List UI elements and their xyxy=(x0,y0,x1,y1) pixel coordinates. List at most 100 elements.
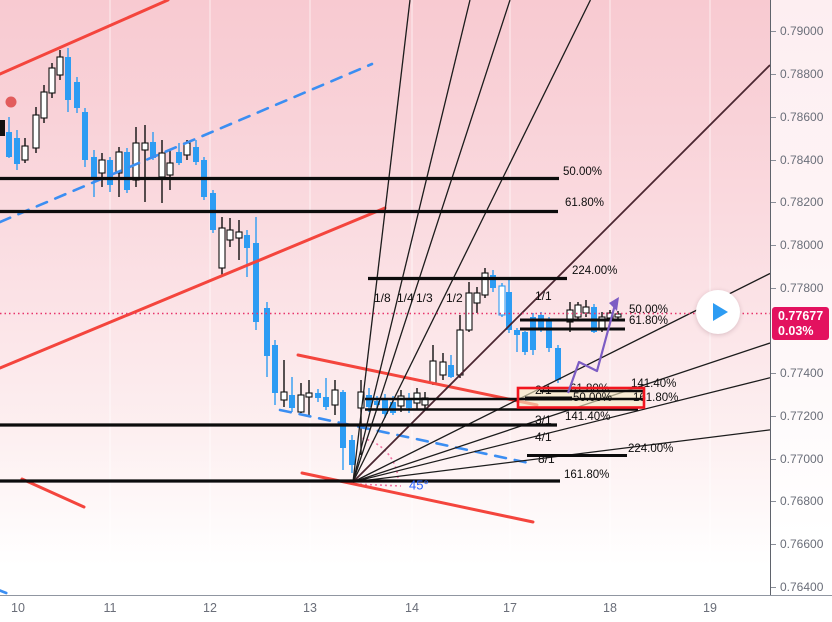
chart-label: 141.40% xyxy=(565,411,610,423)
chart-label: 50.00% xyxy=(573,392,612,404)
channel-lower-red-trendline[interactable] xyxy=(0,206,387,370)
gann-ray-4/1[interactable] xyxy=(352,377,770,483)
price-value: 0.77000 xyxy=(780,452,824,466)
candle-body xyxy=(506,292,512,330)
candle-body xyxy=(166,162,174,176)
chart-label: 224.00% xyxy=(572,265,617,277)
chart-label: 1/3 xyxy=(416,291,433,305)
highlight-box[interactable] xyxy=(516,386,646,409)
time-tick-label: 11 xyxy=(103,601,117,615)
price-value: 0.77400 xyxy=(780,366,824,380)
candle-body xyxy=(158,152,166,178)
tick-mark xyxy=(771,201,776,203)
chart-label: 1/4 xyxy=(397,291,414,305)
price-tick-label: 0.77400 xyxy=(771,365,823,381)
candle-body xyxy=(74,82,80,108)
price-tick-label: 0.77000 xyxy=(771,451,823,467)
price-value: 0.78200 xyxy=(780,195,824,209)
candle-body xyxy=(366,395,372,407)
candle-body xyxy=(141,142,149,151)
projection-arrow[interactable] xyxy=(566,300,618,394)
current-price-value: 0.77677 xyxy=(778,309,824,323)
candle-body xyxy=(289,395,295,408)
candle-body xyxy=(176,152,182,163)
current-price-change: 0.03% xyxy=(778,324,814,338)
price-value: 0.78400 xyxy=(780,153,824,167)
gann-angle-arc xyxy=(360,437,399,479)
replay-play-button[interactable] xyxy=(696,290,740,334)
price-value: 0.77200 xyxy=(780,409,824,423)
tick-mark xyxy=(771,244,776,246)
price-chart-canvas[interactable]: 50.00%61.80%224.00%50.00%61.80%141.40%61… xyxy=(0,0,770,595)
candle-body xyxy=(490,275,496,288)
dashed-blue-upper-trendline[interactable] xyxy=(0,62,374,224)
candle-body xyxy=(305,392,313,398)
tick-mark xyxy=(771,287,776,289)
chart-label: 161.80% xyxy=(564,469,609,481)
candle-body xyxy=(235,231,243,239)
time-tick-label: 10 xyxy=(11,601,25,615)
candle-body xyxy=(65,57,71,100)
candle-body xyxy=(514,330,520,335)
red-dot-marker[interactable] xyxy=(5,96,17,108)
tick-mark xyxy=(771,415,776,417)
candle-body xyxy=(315,393,321,398)
current-price-tag: 0.77677 0.03% xyxy=(772,307,829,340)
tick-mark xyxy=(771,73,776,75)
chart-pane[interactable]: 50.00% 61.80% 224.00% 50.00% 61.80% 141.40% 61… xyxy=(0,0,770,595)
candle-body xyxy=(390,402,396,413)
candle-body xyxy=(530,317,536,350)
wedge-red-trendline[interactable] xyxy=(296,353,539,407)
candle-body xyxy=(0,120,5,136)
projection-arrow-head[interactable] xyxy=(609,297,619,311)
candle-body xyxy=(21,145,29,161)
price-tick-label: 0.79000 xyxy=(771,23,823,39)
tick-mark xyxy=(771,116,776,118)
candle-body xyxy=(546,320,552,348)
dashed-blue-lower-trendline[interactable] xyxy=(278,408,531,465)
gann-ray-1/1[interactable] xyxy=(352,64,770,483)
price-value: 0.77800 xyxy=(780,281,824,295)
price-value: 0.79000 xyxy=(780,24,824,38)
dashed-blue-corner-trendline[interactable] xyxy=(0,589,15,595)
play-icon xyxy=(713,303,728,321)
candle-body xyxy=(397,395,405,407)
chart-label: 61.80% xyxy=(565,197,604,209)
candle-body xyxy=(357,391,365,409)
candle-body xyxy=(297,394,305,413)
candle-body xyxy=(244,235,250,248)
price-tick-label: 0.77800 xyxy=(771,280,823,296)
chart-label: 2/1 xyxy=(535,383,552,397)
candle-body xyxy=(280,391,288,401)
candle-body xyxy=(349,440,355,465)
time-tick-label: 13 xyxy=(303,601,317,615)
candle-body xyxy=(481,272,489,296)
candle-body xyxy=(264,308,270,356)
gann-ray-3/1[interactable] xyxy=(352,342,770,483)
channel-upper-red-trendline[interactable] xyxy=(0,0,170,76)
candle-body xyxy=(48,67,56,94)
candle-body xyxy=(226,229,234,241)
time-axis[interactable]: 10 11 12 13 14 17 18 19 xyxy=(0,595,832,622)
price-value: 0.76600 xyxy=(780,537,824,551)
tick-mark xyxy=(771,372,776,374)
candle-body xyxy=(406,398,412,408)
candle-body xyxy=(40,91,48,119)
candle-body xyxy=(456,329,464,376)
short-red-trendline[interactable] xyxy=(20,477,86,509)
gann-ray-1/4[interactable] xyxy=(352,0,471,483)
price-value: 0.76400 xyxy=(780,580,824,594)
gann-ray-1/2[interactable] xyxy=(352,0,592,483)
candle-body xyxy=(98,159,106,174)
gann-ray-1/8[interactable] xyxy=(352,0,411,483)
price-axis[interactable]: 0.77677 0.03% 0.79000 0.78800 0.78600 0.784… xyxy=(770,0,832,595)
candle-body xyxy=(132,142,140,181)
candle-body xyxy=(439,361,447,376)
price-tick-label: 0.78600 xyxy=(771,109,823,125)
chart-label: 224.00% xyxy=(628,443,673,455)
gann-ray-1/3[interactable] xyxy=(352,0,511,483)
price-tick-label: 0.76800 xyxy=(771,493,823,509)
chart-label: 45° xyxy=(409,477,429,492)
candle-body xyxy=(6,132,12,157)
